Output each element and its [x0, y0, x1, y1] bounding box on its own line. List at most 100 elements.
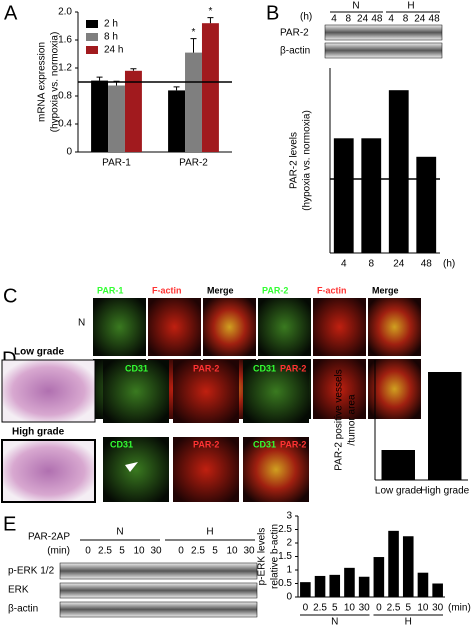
blot-row-label: p-ERK 1/2 [8, 566, 55, 577]
bar [91, 80, 109, 152]
channel-label: PAR-2 [262, 285, 288, 295]
lane-label: 5 [212, 546, 218, 557]
lane-label: 48 [371, 14, 383, 25]
blot-lanes: 4 8 24 48 4 8 24 48 [331, 14, 440, 25]
bar [432, 583, 443, 597]
blot-group: N [352, 1, 359, 12]
x-tick-label: 10 [344, 603, 356, 614]
lane-label: 30 [243, 546, 255, 557]
bar [333, 138, 354, 253]
panel-letter: C [3, 285, 17, 307]
channel-label: PAR-2 [193, 363, 219, 373]
micrograph [148, 298, 201, 356]
x-tick-label: 0 [376, 603, 382, 614]
y-tick-label: 1.2 [58, 63, 72, 74]
bar [314, 575, 326, 597]
micrograph [368, 359, 421, 419]
y-axis-label: PAR-2 positive vessels [334, 369, 345, 471]
histology [1, 359, 96, 423]
bar [416, 156, 437, 253]
y-tick-label: 3 [286, 511, 292, 522]
micrograph [173, 360, 239, 423]
lane-label: 4 [388, 14, 394, 25]
legend-label: 24 h [104, 45, 123, 56]
x-tick-label: 0 [303, 603, 309, 614]
y-tick-label: 2.5 [278, 524, 292, 535]
legend-label: 8 h [104, 32, 118, 43]
lane-label: 2.5 [98, 546, 112, 557]
x-unit: (h) [443, 259, 455, 270]
bar [201, 23, 219, 153]
blot-row-label: β-actin [8, 604, 38, 615]
y-tick-label: 0 [286, 592, 292, 603]
group-label: H [405, 617, 412, 627]
channel-label: CD31 [253, 439, 276, 449]
channel-label: PAR-1 [97, 285, 123, 295]
bar [344, 567, 355, 597]
micrograph [173, 437, 239, 502]
bar [329, 574, 341, 597]
lane-label: 10 [226, 546, 238, 557]
x-tick-label: High grade [420, 486, 469, 497]
arrowhead [125, 462, 138, 472]
histology [1, 439, 96, 503]
x-tick-label: 2.5 [387, 603, 401, 614]
micrograph [203, 298, 256, 356]
y-tick-label: 2 [286, 538, 292, 549]
blot-unit: (h) [300, 12, 312, 23]
lane-label: 48 [429, 14, 441, 25]
y-axis-label: /tumor area [347, 394, 358, 446]
y-tick-label: 1.6 [58, 35, 72, 46]
x-tick-label: PAR-2 [179, 158, 208, 169]
channel-label: PAR-2 [193, 439, 219, 449]
blot-row-label: PAR-2 [280, 28, 309, 39]
x-tick-label: 24 [393, 259, 405, 270]
legend-label: 2 h [104, 19, 118, 30]
lane-label: 24 [414, 14, 426, 25]
x-tick-label: 10 [417, 603, 429, 614]
x-tick-label: Low grade [375, 486, 422, 497]
lane-label: 24 [357, 14, 369, 25]
y-axis-label: PAR-2 levels [289, 132, 300, 189]
y-tick-label: 0.4 [58, 119, 72, 130]
lane-label: 4 [331, 14, 337, 25]
blot-row-label: β-actin [280, 46, 310, 57]
x-tick-label: 4 [341, 259, 347, 270]
x-tick-label: 2.5 [313, 603, 327, 614]
bar [361, 138, 382, 253]
error-bar [190, 38, 197, 53]
bar [358, 576, 370, 597]
channel-label: Merge [207, 285, 234, 295]
micrograph [103, 360, 169, 423]
lane-label: 0 [178, 546, 184, 557]
blot-unit: (min) [47, 546, 70, 557]
channel-label: CD31 [110, 439, 133, 449]
row-label: High grade [12, 427, 65, 438]
y-tick-label: 2.0 [58, 7, 72, 18]
bar [185, 52, 202, 152]
panel-letter: B [266, 2, 279, 24]
blot-row-label: ERK [8, 585, 29, 596]
y-axis-label: p-ERK levels [257, 528, 268, 586]
blot-band [59, 601, 258, 618]
channel-label: PAR-2 [280, 363, 306, 373]
error-bar [130, 68, 137, 71]
lane-label: 2.5 [191, 546, 205, 557]
bar [381, 450, 415, 480]
bar [124, 70, 142, 152]
y-tick-label: 1.5 [278, 551, 292, 562]
bar [428, 372, 462, 480]
x-tick-label: 30 [432, 603, 444, 614]
micrograph [243, 360, 309, 423]
y-axis-label: (hypoxia vs. normoxia) [302, 110, 313, 211]
x-tick-label: PAR-1 [102, 158, 131, 169]
channel-label: CD31 [125, 363, 148, 373]
micrograph [368, 298, 421, 356]
y-tick-label: 0 [66, 147, 72, 158]
lane-label: 8 [403, 14, 409, 25]
bar [108, 85, 125, 152]
annotation: * [208, 6, 212, 17]
channel-label: F-actin [152, 285, 182, 295]
row-label: N [78, 318, 85, 329]
